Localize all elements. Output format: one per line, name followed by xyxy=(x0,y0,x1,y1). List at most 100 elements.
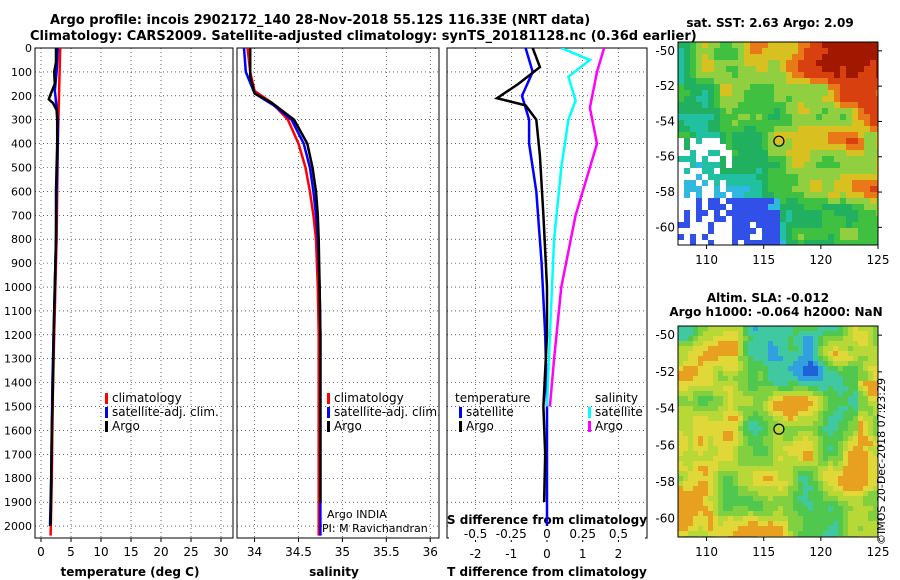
map-cell xyxy=(853,471,858,476)
map-cell xyxy=(873,386,878,391)
map-cell xyxy=(848,326,853,331)
map-cell xyxy=(788,476,793,481)
map-cell xyxy=(864,132,870,138)
map-cell xyxy=(728,496,733,501)
map-cell xyxy=(758,341,763,346)
map-cell xyxy=(738,466,743,471)
map-cell xyxy=(793,486,798,491)
map-cell xyxy=(823,461,828,466)
map-cell xyxy=(873,361,878,366)
map-cell xyxy=(714,132,720,138)
map-title: sat. SST: 2.63 Argo: 2.09 xyxy=(686,16,853,30)
map-cell xyxy=(743,431,748,436)
map-cell xyxy=(720,210,726,216)
map-cell xyxy=(838,356,843,361)
map-cell xyxy=(688,366,693,371)
map-cell xyxy=(753,516,758,521)
map-cell xyxy=(713,416,718,421)
map-cell xyxy=(763,371,768,376)
map-cell xyxy=(828,386,833,391)
map-cell xyxy=(848,391,853,396)
map-cell xyxy=(843,501,848,506)
map-cell xyxy=(753,486,758,491)
map-cell xyxy=(834,144,840,150)
map-cell xyxy=(810,114,816,120)
map-cell xyxy=(756,174,762,180)
map-cell xyxy=(698,471,703,476)
map-cell xyxy=(783,386,788,391)
map-cell xyxy=(873,501,878,506)
map-cell xyxy=(786,102,792,108)
map-cell xyxy=(858,526,863,531)
map-cell xyxy=(792,96,798,102)
map-cell xyxy=(688,496,693,501)
map-cell xyxy=(813,456,818,461)
map-cell xyxy=(728,456,733,461)
map-cell xyxy=(858,42,864,48)
map-cell xyxy=(702,204,708,210)
map-cell xyxy=(733,411,738,416)
map-cell xyxy=(863,341,868,346)
map-cell xyxy=(702,84,708,90)
map-cell xyxy=(718,451,723,456)
map-cell xyxy=(744,240,750,245)
y-tick-label: -52 xyxy=(655,365,675,379)
map-cell xyxy=(876,48,878,54)
map-cell xyxy=(696,144,702,150)
map-cell xyxy=(768,501,773,506)
map-cell xyxy=(848,341,853,346)
map-cell xyxy=(738,72,744,78)
map-cell xyxy=(698,426,703,431)
map-cell xyxy=(763,521,768,526)
map-cell xyxy=(863,476,868,481)
map-cell xyxy=(788,376,793,381)
map-cell xyxy=(833,476,838,481)
map-cell xyxy=(713,371,718,376)
map-cell xyxy=(728,371,733,376)
map-cell xyxy=(718,501,723,506)
map-cell xyxy=(876,198,878,204)
map-cell xyxy=(793,501,798,506)
map-cell xyxy=(723,511,728,516)
map-cell xyxy=(793,531,798,536)
map-cell xyxy=(683,391,688,396)
map-cell xyxy=(843,411,848,416)
map-cell xyxy=(848,346,853,351)
map-cell xyxy=(870,102,876,108)
map-cell xyxy=(688,461,693,466)
map-cell xyxy=(833,496,838,501)
map-cell xyxy=(870,60,876,66)
map-cell xyxy=(684,174,690,180)
map-cell xyxy=(804,48,810,54)
map-cell xyxy=(813,326,818,331)
map-cell xyxy=(846,102,852,108)
map-cell xyxy=(748,371,753,376)
map-cell xyxy=(808,486,813,491)
map-cell xyxy=(726,60,732,66)
map-cell xyxy=(728,381,733,386)
map-cell xyxy=(783,381,788,386)
map-cell xyxy=(853,386,858,391)
map-cell xyxy=(728,341,733,346)
map-cell xyxy=(804,102,810,108)
map-cell xyxy=(778,491,783,496)
map-cell xyxy=(768,216,774,222)
map-cell xyxy=(733,381,738,386)
map-cell xyxy=(846,84,852,90)
map-cell xyxy=(858,180,864,186)
map-cell xyxy=(690,216,696,222)
map-cell xyxy=(858,516,863,521)
map-cell xyxy=(870,132,876,138)
map-cell xyxy=(846,210,852,216)
map-cell xyxy=(858,496,863,501)
map-cell xyxy=(838,521,843,526)
map-cell xyxy=(708,436,713,441)
map-cell xyxy=(778,336,783,341)
map-cell xyxy=(823,476,828,481)
map-cell xyxy=(803,526,808,531)
header-line-2: Climatology: CARS2009. Satellite-adjuste… xyxy=(30,29,697,44)
map-cell xyxy=(690,186,696,192)
map-cell xyxy=(738,48,744,54)
map-cell xyxy=(778,351,783,356)
map-cell xyxy=(840,240,846,245)
